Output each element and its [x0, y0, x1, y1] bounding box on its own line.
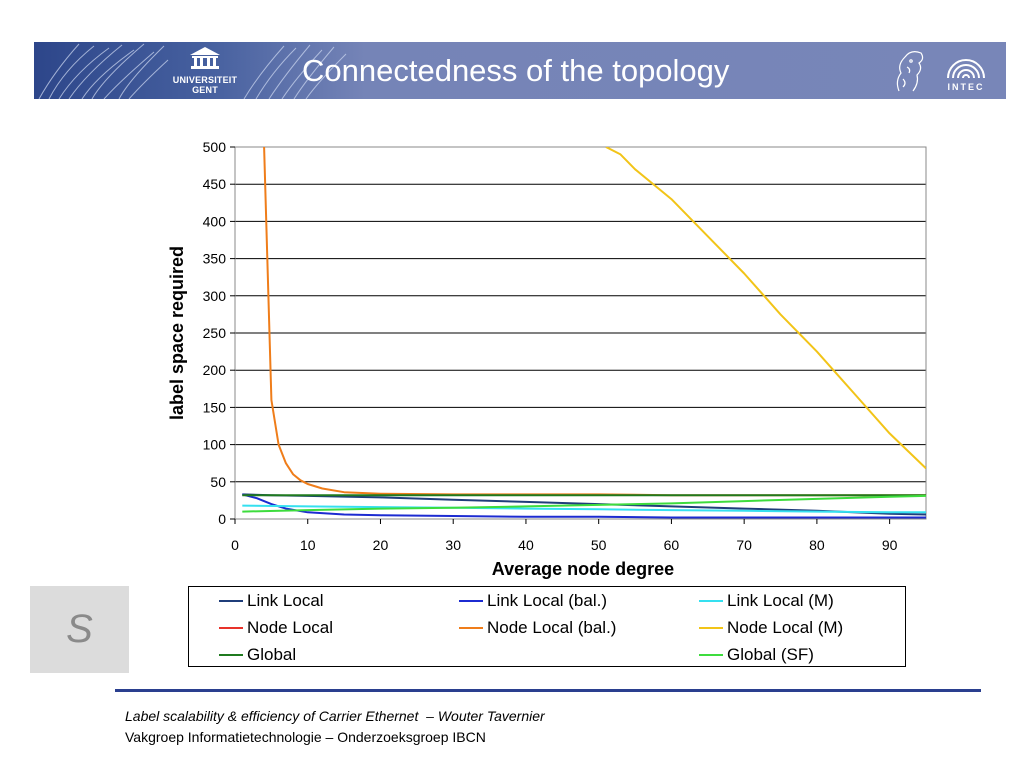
- y-tick-label: 150: [203, 399, 227, 415]
- athena-head-icon: [896, 51, 924, 92]
- legend-label: Global (SF): [727, 645, 814, 664]
- intec-logo: INTEC: [936, 46, 996, 96]
- y-tick-label: 200: [203, 362, 227, 378]
- chart-gridlines: [235, 146, 926, 520]
- section-marker-box: S: [30, 586, 129, 673]
- y-tick-label: 0: [218, 511, 226, 527]
- legend-swatch: [459, 626, 483, 629]
- legend-label: Node Local (bal.): [487, 618, 617, 637]
- chart-legend: Link Local Link Local (bal.) Link Local (M…: [188, 586, 906, 667]
- legend-swatch: [699, 626, 723, 629]
- x-tick-label: 60: [664, 537, 680, 553]
- legend-swatch: [219, 599, 243, 602]
- x-tick-label: 0: [231, 537, 239, 553]
- legend-item: Link Local: [219, 591, 324, 611]
- university-building-icon: [190, 47, 220, 69]
- legend-item: Node Local: [219, 618, 333, 638]
- y-tick-label: 500: [203, 139, 227, 155]
- y-tick-label: 50: [210, 474, 226, 490]
- logo-line-2: GENT: [192, 85, 218, 95]
- y-tick-label: 250: [203, 325, 227, 341]
- y-tick-label: 450: [203, 176, 227, 192]
- footer-department: Vakgroep Informatietechnologie – Onderzo…: [125, 729, 486, 745]
- x-axis-label: Average node degree: [492, 559, 674, 579]
- legend-swatch: [459, 599, 483, 602]
- universiteit-gent-logo: UNIVERSITEIT GENT: [172, 46, 238, 96]
- y-tick-label: 300: [203, 288, 227, 304]
- x-tick-label: 30: [445, 537, 461, 553]
- legend-label: Link Local (bal.): [487, 591, 608, 610]
- legend-item: Node Local (bal.): [459, 618, 616, 638]
- intec-arches-icon: [947, 59, 985, 79]
- legend-item: Link Local (bal.): [459, 591, 607, 611]
- legend-label: Node Local (M): [727, 618, 844, 637]
- legend-label: Link Local (M): [727, 591, 834, 610]
- legend-item: Global: [219, 645, 296, 665]
- header-banner: UNIVERSITEIT GENT Connectedness of the t…: [34, 42, 1006, 99]
- legend-swatch: [219, 653, 243, 656]
- x-tick-label: 70: [736, 537, 752, 553]
- y-tick-label: 350: [203, 251, 227, 267]
- legend-item: Node Local (M): [699, 618, 843, 638]
- y-axis-label: label space required: [167, 246, 187, 420]
- series-line-node-local-m: [605, 147, 926, 470]
- page-title: Connectedness of the topology: [302, 53, 730, 88]
- x-tick-label: 80: [809, 537, 825, 553]
- legend-swatch: [699, 653, 723, 656]
- series-line-link-local-m: [242, 504, 926, 514]
- line-chart: 0 50 100 150 200 250 300 350 400 450 500 0 10 20 30 40 5…: [167, 139, 927, 579]
- footer-divider: [115, 689, 981, 692]
- chart-ticks: 0 50 100 150 200 250 300 350 400 450 500 0 10 20 30 40 5…: [203, 139, 898, 553]
- footer-presentation-title: Label scalability & efficiency of Carrie…: [125, 708, 545, 724]
- x-tick-label: 50: [591, 537, 607, 553]
- legend-label: Global: [247, 645, 297, 664]
- legend-item: Global (SF): [699, 645, 814, 665]
- legend-label: Link Local: [247, 591, 324, 610]
- y-tick-label: 100: [203, 437, 227, 453]
- y-tick-label: 400: [203, 213, 227, 229]
- x-tick-label: 20: [373, 537, 389, 553]
- decorative-grass-graphic: [38, 43, 347, 99]
- series-line-global-sf: [242, 494, 926, 513]
- legend-label: Node Local: [247, 618, 334, 637]
- legend-swatch: [219, 626, 243, 629]
- x-tick-label: 90: [882, 537, 898, 553]
- legend-swatch: [699, 599, 723, 602]
- x-tick-label: 40: [518, 537, 534, 553]
- series-line-node-local-bal: [263, 147, 926, 497]
- legend-item: Link Local (M): [699, 591, 834, 611]
- logo-line-1: UNIVERSITEIT: [172, 75, 238, 85]
- chart-series: [242, 147, 926, 519]
- intec-logo-text: INTEC: [947, 82, 985, 92]
- x-tick-label: 10: [300, 537, 316, 553]
